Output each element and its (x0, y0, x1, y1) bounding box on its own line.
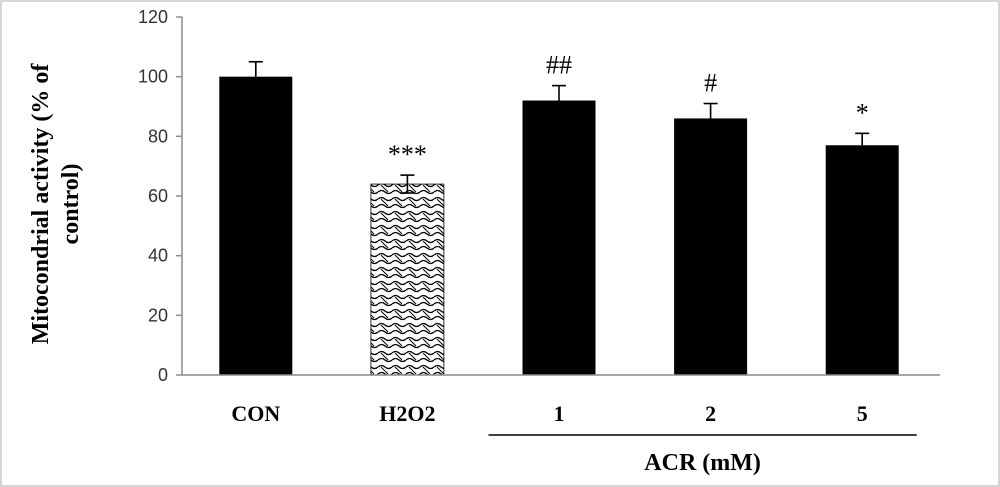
significance-label: * (856, 98, 869, 127)
y-tick-label: 40 (148, 246, 168, 266)
category-labels: CON H2O2 1 2 5 (231, 401, 867, 426)
significance-label: *** (388, 140, 427, 169)
error-bars (248, 60, 870, 194)
x-tick-label: 2 (705, 401, 716, 426)
x-tick-label: 1 (554, 401, 565, 426)
y-axis-title: Mitocondrial activity (% of control) (28, 63, 84, 345)
y-tick-label: 80 (148, 126, 168, 146)
group-annotation: ACR (mM) (488, 434, 917, 476)
error-bar-5 (855, 132, 870, 146)
significance-label: ## (546, 51, 572, 80)
y-tick-label: 100 (138, 67, 168, 87)
error-bar-h2o2 (400, 174, 415, 194)
y-axis-ticks: 0 20 40 60 80 100 120 (138, 7, 182, 385)
x-tick-label: 5 (857, 401, 868, 426)
group-label: ACR (mM) (644, 450, 761, 476)
bar-con (219, 76, 293, 376)
bar-1 (522, 100, 596, 376)
error-bar-1 (552, 84, 566, 101)
y-tick-label: 0 (158, 365, 168, 385)
bar-h2o2 (370, 183, 445, 376)
bar-5 (825, 145, 899, 375)
axes (181, 17, 940, 376)
y-tick-label: 20 (148, 305, 168, 325)
y-axis-title-line: Mitocondrial activity (% of (28, 63, 54, 345)
bar-2 (674, 118, 748, 375)
significance-markers: ***###* (388, 51, 869, 170)
significance-label: # (704, 69, 717, 98)
y-axis-title-line: control) (58, 164, 84, 245)
error-bar-con (248, 60, 263, 77)
y-tick-label: 60 (148, 186, 168, 206)
x-tick-label: CON (231, 401, 280, 426)
bars (219, 76, 899, 376)
x-tick-label: H2O2 (379, 401, 435, 426)
error-bar-2 (703, 102, 718, 119)
y-tick-label: 120 (138, 7, 168, 27)
